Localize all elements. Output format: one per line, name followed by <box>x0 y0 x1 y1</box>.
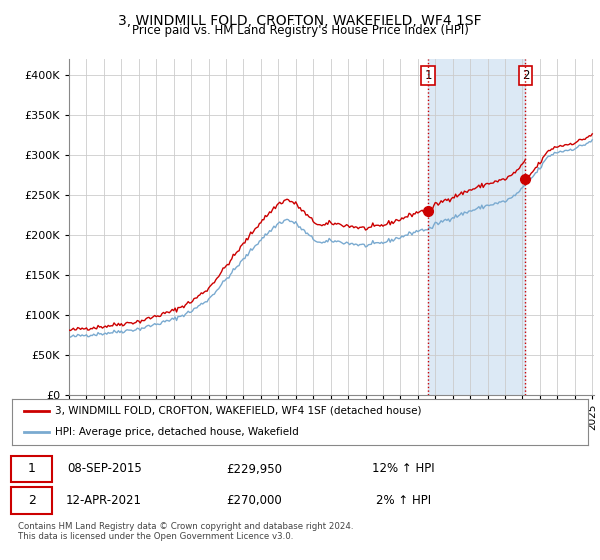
Text: 12% ↑ HPI: 12% ↑ HPI <box>373 463 435 475</box>
Text: 2: 2 <box>28 494 35 507</box>
Text: £229,950: £229,950 <box>226 463 282 475</box>
FancyBboxPatch shape <box>11 487 52 514</box>
Text: 1: 1 <box>28 463 35 475</box>
Bar <box>428 59 526 395</box>
Text: 2: 2 <box>521 69 529 82</box>
Text: 3, WINDMILL FOLD, CROFTON, WAKEFIELD, WF4 1SF: 3, WINDMILL FOLD, CROFTON, WAKEFIELD, WF… <box>118 14 482 28</box>
Text: 3, WINDMILL FOLD, CROFTON, WAKEFIELD, WF4 1SF (detached house): 3, WINDMILL FOLD, CROFTON, WAKEFIELD, WF… <box>55 406 422 416</box>
Text: Contains HM Land Registry data © Crown copyright and database right 2024.
This d: Contains HM Land Registry data © Crown c… <box>18 522 353 542</box>
FancyBboxPatch shape <box>11 456 52 482</box>
Text: 2% ↑ HPI: 2% ↑ HPI <box>376 494 431 507</box>
Text: 08-SEP-2015: 08-SEP-2015 <box>67 463 142 475</box>
Text: 12-APR-2021: 12-APR-2021 <box>66 494 142 507</box>
Text: HPI: Average price, detached house, Wakefield: HPI: Average price, detached house, Wake… <box>55 427 299 437</box>
Text: £270,000: £270,000 <box>226 494 282 507</box>
Text: 1: 1 <box>424 69 432 82</box>
Text: Price paid vs. HM Land Registry's House Price Index (HPI): Price paid vs. HM Land Registry's House … <box>131 24 469 37</box>
